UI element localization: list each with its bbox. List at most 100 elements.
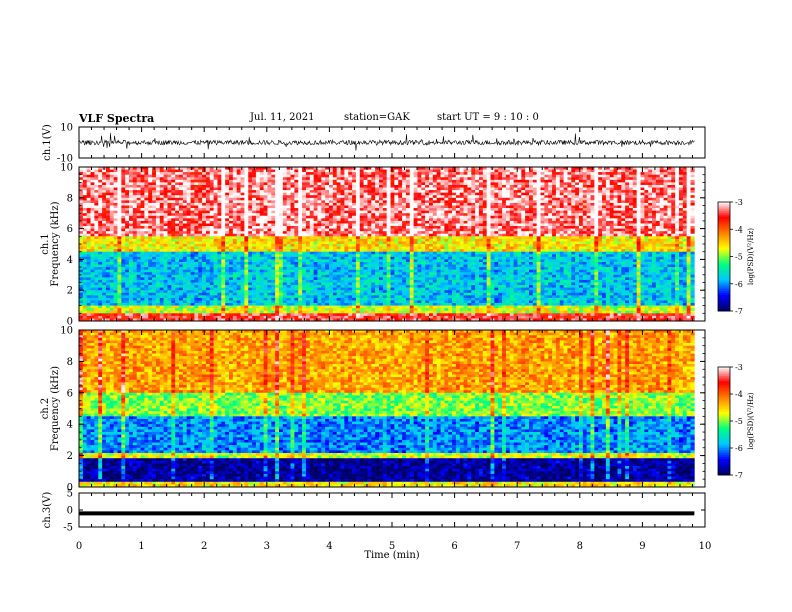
spectrogram-cell [336, 179, 341, 183]
spectrogram-cell [305, 228, 311, 232]
spectrogram-cell [513, 182, 518, 186]
spectrogram-cell [132, 205, 137, 209]
spectrogram-cell [448, 220, 453, 224]
spectrogram-cell [432, 231, 437, 235]
spectrogram-cell [459, 202, 464, 206]
spectrogram-cell [609, 241, 614, 245]
spectrogram-cell [202, 190, 207, 193]
spectrogram-cell [605, 208, 611, 211]
spectrogram-cell [578, 220, 584, 224]
spectrogram-cell [309, 200, 314, 204]
spectrogram-cell [494, 169, 499, 173]
spectrogram-cell [325, 167, 330, 170]
spectrogram-cell [436, 195, 441, 199]
spectrogram-cell [163, 236, 168, 240]
spectrogram-cell [252, 210, 257, 214]
spectrogram-cell [121, 202, 126, 206]
spectrogram-cell [432, 190, 437, 193]
spectrogram-cell [255, 244, 261, 247]
spectrogram-cell [598, 205, 603, 209]
spectrogram-cell [90, 241, 95, 245]
spectrogram-cell [659, 184, 664, 188]
spectrogram-cell [625, 213, 630, 217]
spectrogram-cell [536, 208, 541, 211]
spectrogram-cell [471, 231, 476, 235]
spectrogram-cell [671, 228, 676, 232]
spectrogram-cell [536, 177, 541, 181]
spectrogram-cell [490, 244, 495, 247]
spectrogram-cell [486, 210, 491, 214]
spectrogram-cell [444, 215, 449, 219]
spectrogram-cell [440, 244, 445, 247]
spectrogram-cell [532, 244, 537, 247]
spectrogram-cell [336, 215, 341, 219]
spectrogram-cell [328, 172, 334, 175]
spectrogram-cell [463, 172, 468, 175]
spectrogram-cell [490, 218, 495, 222]
spectrogram-cell [659, 223, 664, 227]
spectrogram-cell [632, 177, 637, 181]
spectrogram-cell [394, 208, 399, 211]
spectrogram-cell [490, 197, 495, 201]
spectrogram-cell [425, 218, 430, 222]
spectrogram-cell [467, 218, 472, 222]
spectrogram-cell [405, 202, 411, 206]
spectrogram-cell [152, 179, 157, 183]
spectrogram-cell [159, 220, 164, 224]
spectrogram-cell [317, 223, 322, 227]
spectrogram-cell [363, 167, 368, 170]
spectrogram-cell [463, 169, 468, 173]
spectrogram-cell [240, 215, 245, 219]
spectrogram-cell [259, 236, 264, 240]
spectrogram-cell [278, 236, 284, 240]
spectrogram-cell [217, 238, 222, 242]
spectrogram-cell [571, 220, 576, 224]
spectrogram-cell [559, 226, 564, 229]
spectrogram-cell [467, 228, 472, 232]
spectrogram-cell [79, 210, 84, 214]
spectrogram-cell [313, 238, 318, 242]
spectrogram-cell [278, 244, 284, 247]
spectrogram-cell [202, 200, 207, 204]
spectrogram-cell [275, 172, 280, 175]
spectrogram-cell [129, 182, 134, 186]
spectrogram-cell [563, 213, 568, 217]
spectrogram-cell [459, 226, 464, 229]
spectrogram-cell [82, 241, 87, 245]
spectrogram-cell [613, 184, 618, 188]
spectrogram-cell [632, 169, 637, 173]
spectrogram-cell [594, 179, 599, 183]
spectrogram-cell [590, 202, 595, 206]
spectrogram-cell [428, 218, 434, 222]
spectrogram-cell [486, 200, 491, 204]
spectrogram-cell [336, 210, 341, 214]
spectrogram-cell [271, 167, 276, 170]
spectrogram-cell [152, 236, 157, 240]
spectrogram-cell [278, 190, 284, 193]
spectrogram-cell [409, 244, 414, 247]
spectrogram-cell [617, 226, 622, 229]
spectrogram-cell [444, 233, 449, 237]
spectrogram-cell [117, 200, 122, 204]
spectrogram-cell [321, 197, 326, 201]
spectrogram-cell [559, 241, 564, 245]
spectrogram-cell [648, 167, 653, 170]
spectrogram-cell [286, 179, 291, 183]
spectrogram-cell [536, 187, 541, 191]
spectrogram-cell [167, 169, 172, 173]
spectrogram-cell [502, 187, 507, 191]
spectrogram-cell [282, 226, 287, 229]
spectrogram-cell [190, 213, 195, 217]
spectrogram-cell [528, 210, 534, 214]
spectrogram-cell [644, 177, 649, 181]
spectrogram-cell [513, 223, 518, 227]
spectrogram-cell [344, 172, 349, 175]
spectrogram-cell [286, 205, 291, 209]
spectrogram-cell [140, 218, 145, 222]
spectrogram-cell [86, 223, 91, 227]
spectrogram-cell [213, 208, 218, 211]
spectrogram-cell [171, 226, 176, 229]
spectrogram-cell [436, 236, 441, 240]
spectrogram-cell [428, 205, 434, 209]
spectrogram-cell [594, 202, 599, 206]
